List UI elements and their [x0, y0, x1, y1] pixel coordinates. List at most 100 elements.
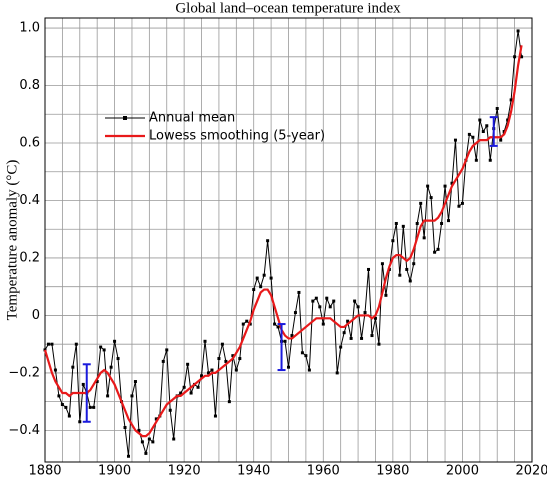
- data-point: [130, 394, 134, 398]
- x-tick-label: 1900: [98, 464, 131, 479]
- data-point: [109, 365, 113, 369]
- data-point: [447, 219, 451, 223]
- data-point: [46, 342, 50, 346]
- data-point: [450, 181, 454, 185]
- data-point: [50, 342, 54, 346]
- data-point: [401, 224, 405, 228]
- y-tick-label: −0.2: [8, 365, 40, 380]
- chart-title: Global land–ocean temperature index: [175, 0, 401, 16]
- data-point: [106, 394, 110, 398]
- x-tick-label: 1940: [237, 464, 270, 479]
- data-point: [335, 371, 339, 375]
- data-point: [200, 374, 204, 378]
- data-point: [419, 201, 423, 205]
- data-point: [391, 239, 395, 243]
- y-axis-label: Temperature anomaly (°C): [4, 160, 20, 321]
- data-point: [360, 336, 364, 340]
- data-point: [422, 236, 426, 240]
- data-point: [339, 345, 343, 349]
- data-point: [398, 273, 402, 277]
- data-point: [64, 405, 68, 409]
- data-point: [353, 299, 357, 303]
- data-point: [266, 239, 270, 243]
- data-point: [227, 400, 231, 404]
- data-point: [262, 273, 266, 277]
- data-point: [290, 334, 294, 338]
- data-point: [78, 420, 82, 424]
- data-point: [269, 276, 273, 280]
- series-line: [43, 45, 523, 438]
- data-point: [168, 408, 172, 412]
- data-point: [276, 325, 280, 329]
- data-point: [186, 362, 190, 366]
- data-point: [210, 368, 214, 372]
- data-point: [161, 359, 165, 363]
- data-point: [224, 359, 228, 363]
- data-point: [241, 322, 245, 326]
- data-point: [474, 158, 478, 162]
- data-point: [453, 138, 457, 142]
- data-point: [179, 391, 183, 395]
- data-point: [332, 299, 336, 303]
- data-point: [443, 184, 447, 188]
- data-point: [304, 354, 308, 358]
- error-bar: [82, 363, 91, 423]
- data-point: [245, 319, 249, 323]
- data-point: [300, 351, 304, 355]
- data-point: [234, 368, 238, 372]
- data-point: [297, 290, 301, 294]
- data-point: [311, 299, 315, 303]
- data-point: [220, 342, 224, 346]
- x-tick-label: 2020: [515, 464, 547, 479]
- error-bar: [277, 323, 286, 372]
- data-point: [140, 440, 144, 444]
- data-point: [499, 138, 503, 142]
- data-point: [154, 417, 158, 421]
- legend-marker: [123, 116, 127, 120]
- data-point: [203, 339, 207, 343]
- data-point: [481, 130, 485, 134]
- data-point: [495, 107, 499, 111]
- data-point: [213, 414, 217, 418]
- data-point: [255, 276, 259, 280]
- data-point: [412, 262, 416, 266]
- x-tick-label: 1920: [168, 464, 201, 479]
- data-point: [460, 201, 464, 205]
- data-point: [314, 296, 318, 300]
- data-point: [384, 293, 388, 297]
- data-point: [113, 339, 117, 343]
- data-point: [238, 357, 242, 361]
- data-point: [116, 357, 120, 361]
- plot-frame: [44, 17, 533, 463]
- series-line: [44, 30, 523, 457]
- data-point: [206, 371, 210, 375]
- data-point: [415, 221, 419, 225]
- data-point: [426, 184, 430, 188]
- data-point: [92, 405, 96, 409]
- data-point: [126, 454, 130, 458]
- data-point: [408, 279, 412, 283]
- data-point: [342, 331, 346, 335]
- data-point: [99, 345, 103, 349]
- data-point: [259, 285, 263, 289]
- data-point: [370, 334, 374, 338]
- data-point: [95, 380, 99, 384]
- data-point: [144, 451, 148, 455]
- data-point: [506, 118, 510, 122]
- data-point: [325, 296, 329, 300]
- y-tick-label: 0.8: [19, 78, 40, 93]
- data-point: [321, 322, 325, 326]
- data-point: [356, 305, 360, 309]
- data-point: [394, 221, 398, 225]
- data-point: [377, 342, 381, 346]
- data-point: [380, 262, 384, 266]
- data-point: [252, 288, 256, 292]
- data-point: [102, 348, 106, 352]
- y-tick-label: 0.4: [19, 193, 40, 208]
- data-point: [151, 440, 155, 444]
- data-point: [74, 342, 78, 346]
- data-point: [349, 336, 353, 340]
- data-point: [182, 385, 186, 389]
- data-point: [273, 322, 277, 326]
